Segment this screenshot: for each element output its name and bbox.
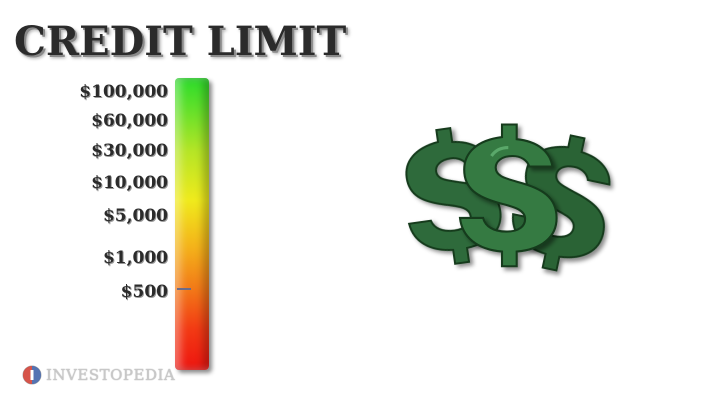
meter-label-100000: $100,000 [79,82,168,102]
meter-label-60000: $60,000 [91,111,168,131]
meter-label-500: $500 [120,282,168,302]
meter-label-1000: $1,000 [102,248,168,268]
investopedia-logo: INVESTOPEDIA [22,364,175,386]
logo-text: INVESTOPEDIA [46,366,176,384]
meter-marker [177,288,191,290]
meter-label-5000: $5,000 [102,206,168,226]
investopedia-logo-icon [22,365,42,385]
meter-label-30000: $30,000 [91,141,168,161]
dollar-signs-icon [405,123,611,272]
meter-label-10000: $10,000 [91,173,168,193]
page-title: CREDIT LIMIT [14,18,347,65]
meter-gradient-bar [175,78,209,370]
credit-limit-meter [173,78,213,372]
